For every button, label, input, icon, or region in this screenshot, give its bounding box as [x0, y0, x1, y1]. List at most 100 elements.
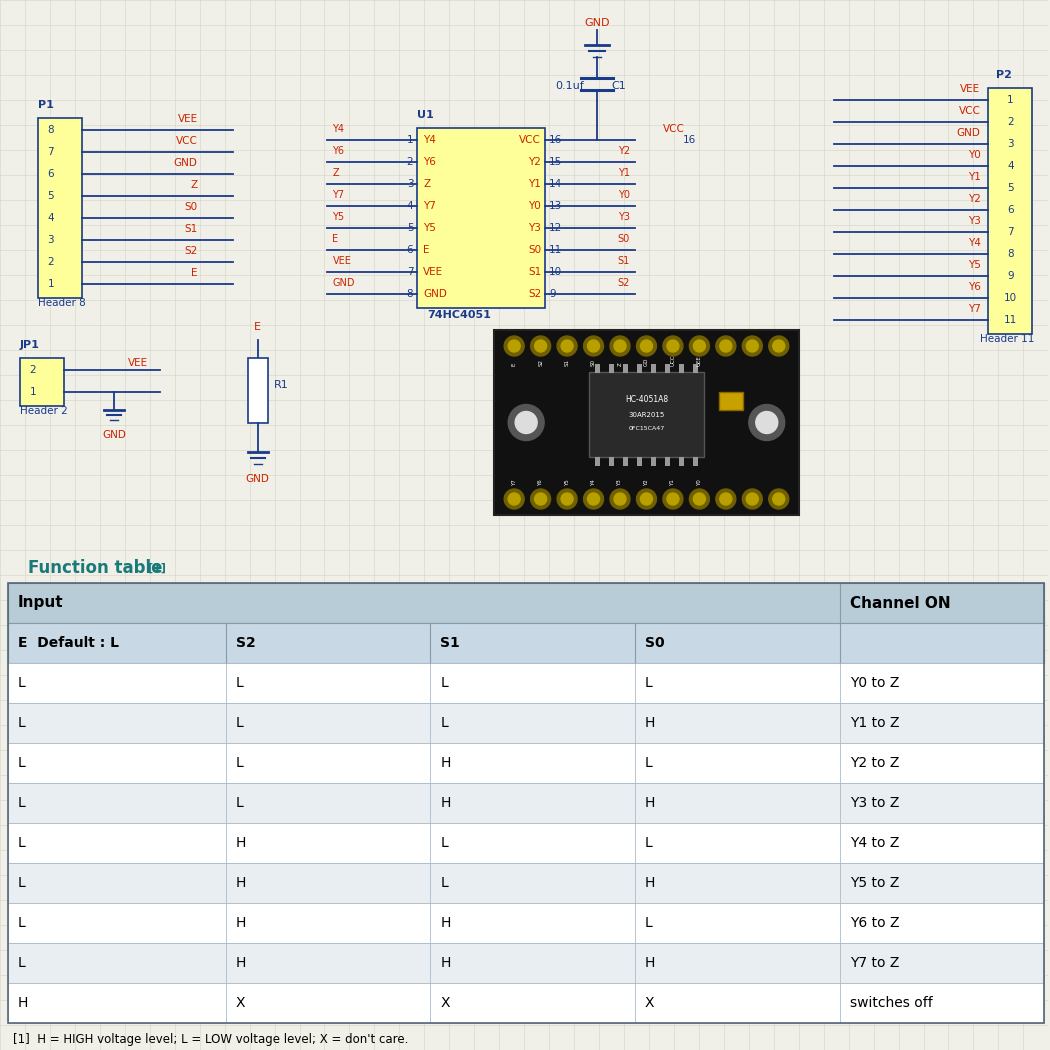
Text: Y4: Y4	[423, 135, 436, 145]
Text: 2: 2	[29, 365, 37, 375]
Text: X: X	[440, 996, 449, 1010]
Text: Y2: Y2	[644, 479, 649, 486]
Text: 1: 1	[47, 279, 55, 289]
Text: Y2: Y2	[967, 194, 981, 204]
Text: 11: 11	[549, 245, 563, 255]
Text: Y2: Y2	[617, 146, 630, 156]
Text: Y3 to Z: Y3 to Z	[849, 796, 899, 810]
Text: S2: S2	[528, 289, 541, 299]
Text: Y0: Y0	[697, 479, 701, 486]
Circle shape	[534, 494, 547, 505]
Text: 3: 3	[47, 235, 55, 245]
Text: GND: GND	[423, 289, 447, 299]
Text: 6: 6	[1007, 205, 1013, 215]
Text: 1: 1	[406, 135, 414, 145]
Circle shape	[636, 489, 656, 509]
Text: VEE: VEE	[177, 114, 197, 124]
Bar	[8, 943, 1045, 983]
Text: 6: 6	[406, 245, 414, 255]
Bar	[609, 364, 614, 373]
Text: 10: 10	[549, 267, 562, 277]
Text: H: H	[440, 796, 450, 810]
Text: S2: S2	[617, 278, 630, 288]
Text: Header 8: Header 8	[38, 298, 86, 308]
Text: Y5: Y5	[423, 223, 436, 233]
Circle shape	[749, 404, 784, 441]
Text: L: L	[18, 716, 25, 730]
Bar	[665, 364, 670, 373]
Text: 9: 9	[1007, 271, 1013, 281]
Text: L: L	[18, 876, 25, 890]
Text: Y3: Y3	[617, 479, 623, 486]
Circle shape	[690, 489, 710, 509]
Text: Y4 to Z: Y4 to Z	[849, 836, 899, 851]
Text: 7: 7	[1007, 227, 1013, 237]
Circle shape	[508, 340, 520, 352]
Circle shape	[561, 494, 573, 505]
Circle shape	[504, 489, 524, 509]
Text: 30AR2015: 30AR2015	[628, 412, 665, 418]
Text: 3: 3	[406, 178, 414, 189]
Text: 8: 8	[406, 289, 414, 299]
Text: S2: S2	[235, 636, 255, 650]
Text: Z: Z	[333, 168, 339, 178]
Text: L: L	[440, 836, 448, 851]
Text: GD: GD	[644, 357, 649, 366]
Circle shape	[640, 340, 652, 352]
Circle shape	[636, 336, 656, 356]
Bar	[637, 364, 642, 373]
Bar	[623, 457, 628, 466]
Text: 12: 12	[549, 223, 563, 233]
Text: Y6: Y6	[539, 479, 543, 486]
Circle shape	[769, 336, 789, 356]
Text: X: X	[235, 996, 245, 1010]
Bar	[637, 457, 642, 466]
Circle shape	[530, 336, 550, 356]
Bar	[595, 364, 600, 373]
Circle shape	[693, 340, 706, 352]
Text: Y7: Y7	[511, 479, 517, 486]
Text: H: H	[440, 916, 450, 930]
Bar	[417, 128, 545, 308]
Circle shape	[663, 336, 682, 356]
Text: Input: Input	[18, 595, 64, 610]
Text: H: H	[645, 716, 655, 730]
Text: 4: 4	[47, 213, 55, 223]
Text: 0FC15CA47: 0FC15CA47	[628, 426, 665, 430]
Text: Y5: Y5	[565, 479, 569, 486]
Text: L: L	[645, 756, 653, 770]
Bar	[8, 823, 1045, 863]
Text: [1]: [1]	[148, 563, 166, 573]
Text: P2: P2	[996, 70, 1012, 80]
Text: Y0: Y0	[968, 150, 981, 160]
Text: Channel ON: Channel ON	[849, 595, 950, 610]
Circle shape	[716, 489, 736, 509]
Circle shape	[742, 489, 762, 509]
Circle shape	[747, 494, 758, 505]
Text: Y0 to Z: Y0 to Z	[849, 676, 899, 690]
Text: S0: S0	[591, 359, 596, 366]
Bar	[8, 903, 1045, 943]
Circle shape	[756, 412, 778, 434]
Circle shape	[773, 494, 784, 505]
Circle shape	[614, 494, 626, 505]
Text: JP1: JP1	[20, 340, 40, 350]
Circle shape	[720, 494, 732, 505]
Text: H: H	[440, 956, 450, 970]
Text: 15: 15	[549, 158, 563, 167]
Text: Header 11: Header 11	[981, 334, 1035, 344]
Text: E: E	[333, 234, 338, 244]
Text: Y5: Y5	[967, 260, 981, 270]
Text: Y4: Y4	[333, 124, 344, 134]
Circle shape	[610, 336, 630, 356]
Text: Z: Z	[617, 362, 623, 366]
Text: Y2: Y2	[528, 158, 541, 167]
Text: H: H	[235, 916, 246, 930]
Text: Y0: Y0	[618, 190, 630, 200]
Text: [1]  H = HIGH voltage level; L = LOW voltage level; X = don't care.: [1] H = HIGH voltage level; L = LOW volt…	[13, 1032, 408, 1046]
Text: S1: S1	[185, 224, 197, 234]
Text: 1: 1	[1007, 94, 1013, 105]
Bar	[38, 118, 82, 298]
Text: 4: 4	[406, 201, 414, 211]
Text: Y4: Y4	[967, 238, 981, 248]
